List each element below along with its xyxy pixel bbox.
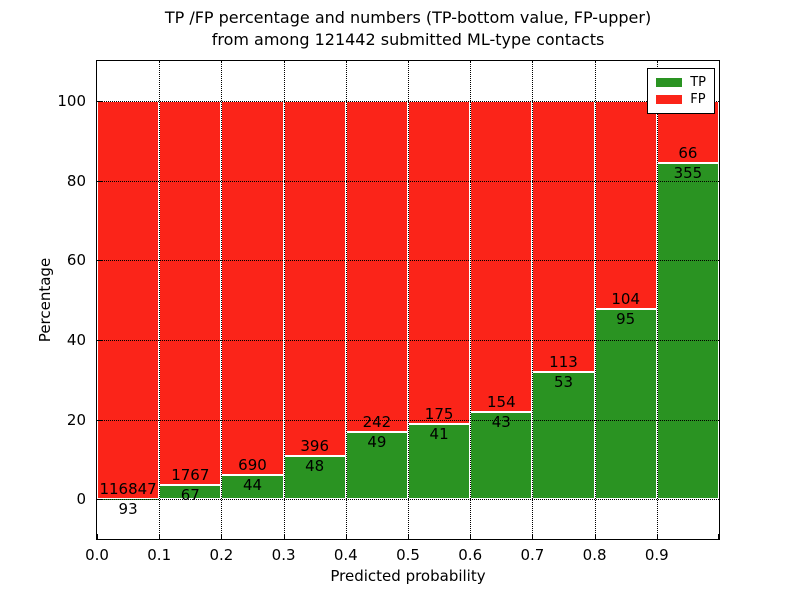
x-gridline	[345, 61, 347, 539]
x-tick-label: 0.5	[396, 546, 420, 564]
tp-count-label: 49	[367, 433, 387, 452]
x-tick-mark	[718, 534, 719, 539]
tp-count-label: 95	[616, 310, 636, 328]
x-tick-mark	[408, 534, 409, 539]
y-axis-label: Percentage	[36, 257, 54, 343]
y-tick-mark	[97, 339, 102, 341]
x-tick-label: 0.0	[85, 546, 109, 564]
chart-title-line2: from among 121442 submitted ML-type cont…	[211, 30, 605, 49]
x-tick-label: 0.6	[458, 546, 483, 564]
x-tick-label: 0.7	[520, 546, 545, 564]
tp-bar-segment	[283, 456, 346, 500]
fp-bar-segment	[283, 100, 346, 457]
tp-legend-swatch	[656, 78, 683, 87]
y-tick-label: 40	[66, 330, 86, 349]
x-gridline	[283, 61, 285, 539]
fp-count-label: 396	[300, 437, 330, 456]
plot-area: 116847 93 1767 67 690 44 396 48 242 49 175 41 154 43 1…	[96, 60, 720, 540]
legend-entry: FP	[656, 91, 706, 108]
x-tick-label: 0.3	[271, 546, 296, 564]
x-gridline	[532, 61, 534, 539]
y-tick-label: 0	[76, 490, 86, 509]
y-tick-label: 100	[57, 91, 86, 110]
tp-count-label: 355	[673, 164, 703, 183]
grid-layer	[97, 61, 719, 539]
tp-count-label: 43	[491, 413, 511, 432]
x-tick-mark	[97, 534, 98, 539]
fp-count-label: 113	[549, 353, 578, 371]
fp-count-label: 154	[486, 393, 516, 412]
x-tick-label: 0.4	[333, 546, 358, 564]
fp-bar-segment	[532, 100, 595, 372]
fp-count-label: 116847	[99, 479, 157, 498]
y-tick-label: 20	[66, 410, 86, 429]
x-axis-label: Predicted probability	[330, 567, 486, 585]
x-gridline	[221, 61, 223, 539]
x-tick-mark	[532, 534, 534, 539]
tp-count-label: 93	[118, 499, 138, 518]
fp-count-label: 242	[362, 413, 392, 432]
legend-entry: TP	[656, 74, 706, 91]
x-gridline	[159, 61, 161, 539]
y-tick-label: 80	[66, 171, 86, 190]
chart-title: TP /FP percentage and numbers (TP-bottom…	[96, 7, 720, 51]
x-tick-mark	[470, 534, 472, 539]
x-tick-label: 0.8	[582, 546, 607, 564]
y-tick-mark	[97, 100, 102, 102]
tp-bar-segment	[345, 432, 408, 500]
fp-bar-segment	[159, 100, 222, 485]
x-gridline	[594, 61, 596, 539]
x-tick-label: 0.1	[147, 546, 172, 564]
bar-labels-layer: 116847 93 1767 67 690 44 396 48 242 49 175 41 154 43 1…	[97, 61, 719, 539]
tp-count-label: 67	[180, 485, 200, 504]
x-tick-label: 0.9	[644, 546, 669, 564]
x-tick-mark	[159, 534, 161, 539]
legend-entry-label: TP	[690, 75, 706, 90]
y-tick-mark	[97, 419, 102, 421]
x-gridline	[470, 61, 472, 539]
tp-bar-segment	[532, 371, 595, 500]
fp-bar-segment	[221, 100, 284, 476]
axis-ticks-layer	[97, 61, 719, 539]
fp-count-label: 66	[678, 144, 698, 163]
x-tick-mark	[656, 534, 658, 539]
fp-count-label: 175	[424, 404, 454, 423]
tp-count-label: 48	[305, 457, 325, 476]
chart-title-line1: TP /FP percentage and numbers (TP-bottom…	[164, 8, 652, 27]
tp-count-label: 53	[553, 372, 574, 391]
x-tick-mark	[345, 534, 347, 539]
fp-count-label: 104	[611, 290, 641, 309]
y-tick-mark	[97, 499, 102, 501]
tp-count-label: 44	[242, 476, 263, 495]
x-tick-mark	[221, 534, 223, 539]
fp-count-label: 1767	[171, 465, 210, 484]
x-tick-mark	[283, 534, 285, 539]
bars-layer	[97, 61, 719, 539]
tp-bar-segment	[470, 412, 533, 500]
y-tick-mark	[97, 180, 102, 182]
legend: TP FP	[647, 68, 715, 114]
fp-legend-swatch	[656, 95, 683, 104]
fp-count-label: 690	[238, 456, 267, 475]
x-tick-label: 0.2	[209, 546, 234, 564]
y-tick-mark	[97, 260, 102, 262]
fp-bar-segment	[97, 100, 160, 499]
tp-count-label: 41	[429, 424, 449, 443]
x-gridline	[656, 61, 658, 539]
legend-entry-label: FP	[690, 92, 706, 107]
tp-bar-segment	[656, 163, 719, 500]
x-tick-mark	[594, 534, 596, 539]
x-gridline	[408, 61, 409, 539]
y-tick-label: 60	[66, 251, 86, 270]
